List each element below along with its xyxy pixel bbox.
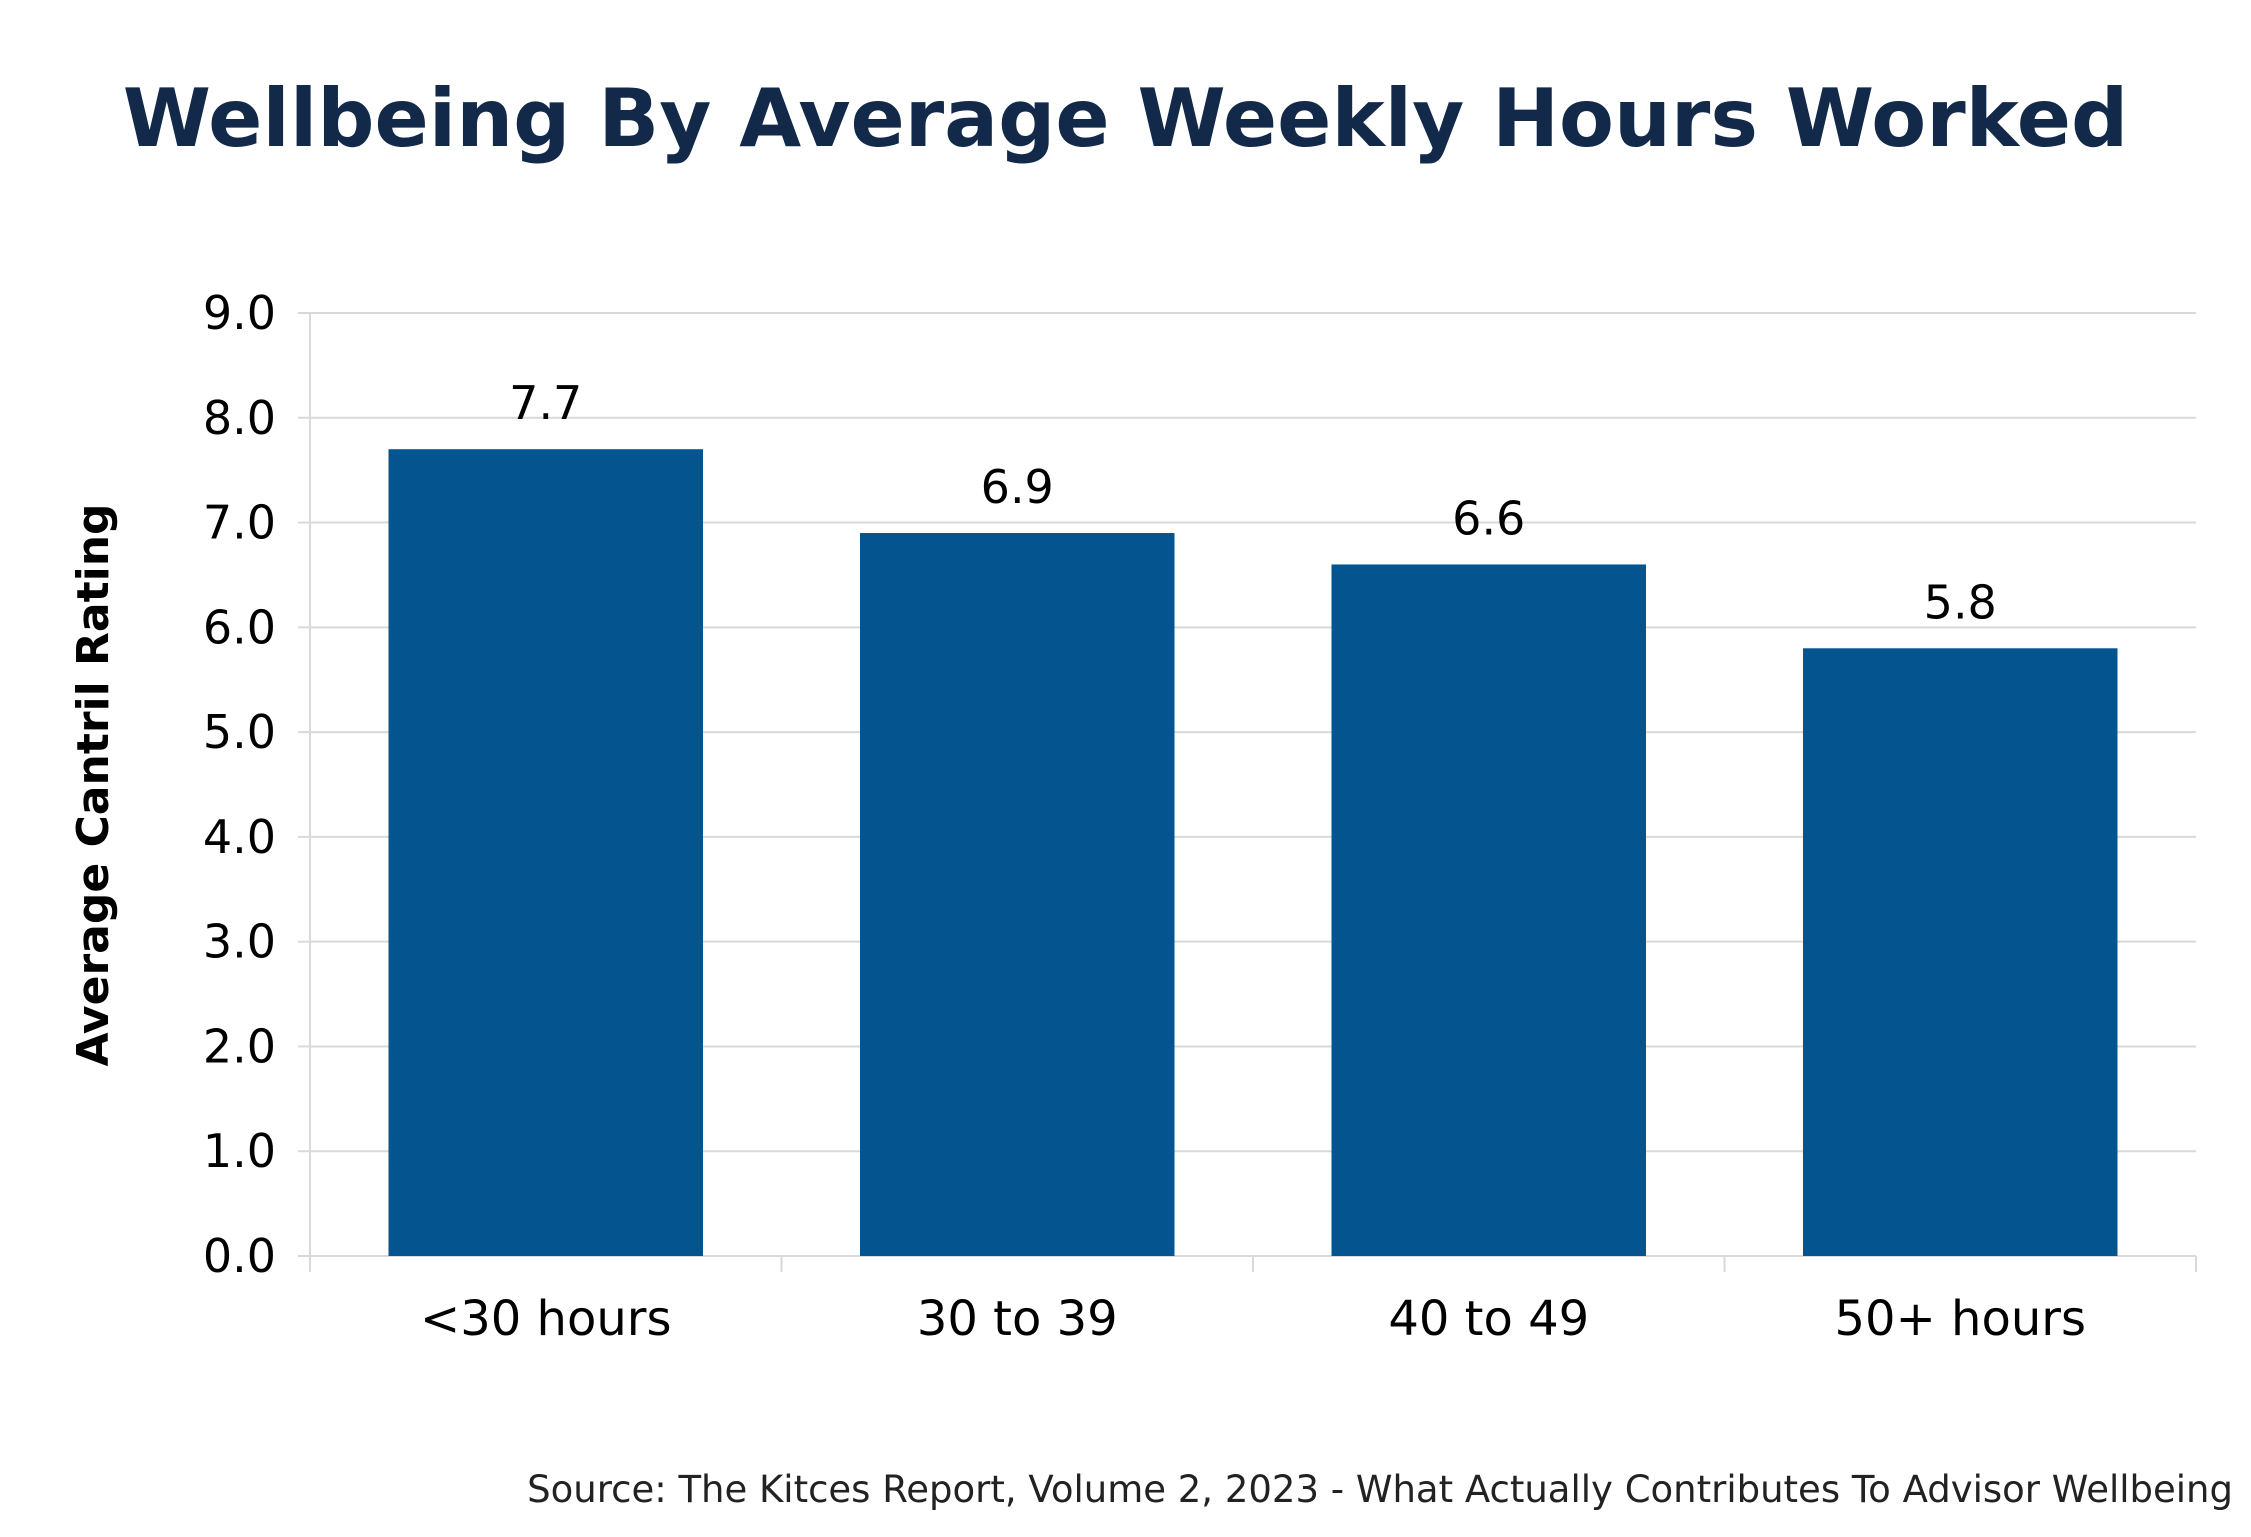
- bar: [1331, 564, 1646, 1256]
- data-label: 6.6: [1452, 491, 1525, 545]
- source-note: Source: The Kitces Report, Volume 2, 202…: [527, 1468, 2233, 1511]
- x-tick-label: 40 to 49: [1388, 1291, 1589, 1347]
- y-tick-label: 5.0: [203, 705, 276, 759]
- data-label: 7.7: [509, 376, 582, 430]
- bar: [388, 449, 703, 1256]
- y-tick-label: 6.0: [203, 600, 276, 654]
- y-tick-label: 3.0: [203, 915, 276, 969]
- y-tick-label: 7.0: [203, 496, 276, 550]
- axes: 0.0 1.0 2.0 3.0 4.0 5.0 6.0 7.0 8.0 9.0 <30 hours 3…: [203, 286, 2197, 1347]
- x-tick-label: 50+ hours: [1834, 1291, 2086, 1347]
- x-tick-label: <30 hours: [420, 1291, 672, 1347]
- y-tick-label: 8.0: [203, 391, 276, 445]
- y-tick-label: 2.0: [203, 1019, 276, 1073]
- data-label: 6.9: [981, 460, 1054, 514]
- y-tick-label: 9.0: [203, 286, 276, 340]
- bar: [1803, 648, 2118, 1256]
- y-tick-label: 4.0: [203, 810, 276, 864]
- data-label: 5.8: [1924, 575, 1997, 629]
- bars: [388, 449, 2118, 1256]
- y-tick-label: 0.0: [203, 1229, 276, 1283]
- chart-title: Wellbeing By Average Weekly Hours Worked: [122, 72, 2129, 165]
- bar: [860, 533, 1175, 1256]
- y-axis-title: Average Cantril Rating: [68, 503, 119, 1066]
- data-labels: 7.7 6.9 6.6 5.8: [509, 376, 1997, 629]
- x-tick-label: 30 to 39: [917, 1291, 1118, 1347]
- y-tick-label: 1.0: [203, 1124, 276, 1178]
